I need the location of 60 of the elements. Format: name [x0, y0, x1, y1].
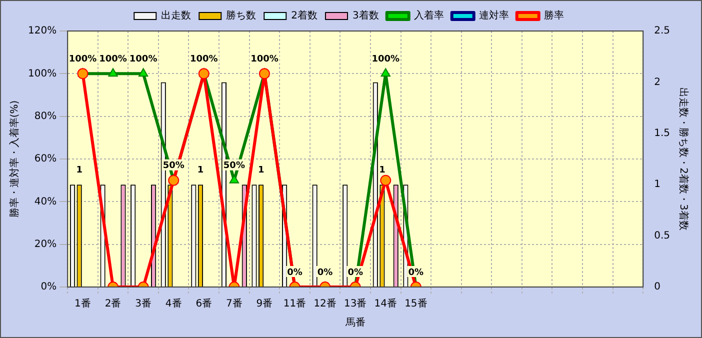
- x-tick-label: 2番: [104, 298, 122, 310]
- point: [108, 68, 118, 77]
- y2-tick-label: 2.5: [654, 26, 670, 37]
- data-label: 0%: [287, 268, 302, 278]
- data-label: 100%: [250, 54, 278, 65]
- x-tick-label: 3番: [135, 298, 152, 310]
- point: [168, 174, 180, 186]
- y2-tick-label: 0: [654, 282, 660, 293]
- legend-label: 入着率: [414, 10, 444, 22]
- data-label: 100%: [129, 54, 158, 65]
- data-label: 100%: [99, 54, 127, 65]
- legend-label: 連対率: [478, 10, 509, 22]
- x-tick-label: 14番: [374, 298, 397, 310]
- y2-axis-title: 出走数・勝ち数・2着数・3着数: [677, 88, 690, 230]
- y-axis-title: 勝率・連対率・入着率(%): [8, 100, 21, 218]
- legend-label: 2着数: [291, 10, 318, 22]
- x-tick-label: 15番: [404, 298, 428, 310]
- point: [258, 68, 270, 80]
- data-label: 0%: [408, 268, 424, 278]
- x-tick-label: 6番: [196, 298, 212, 310]
- data-label: 0%: [317, 268, 333, 278]
- y-tick-label: 0%: [40, 282, 57, 293]
- legend-label: 3着数: [352, 10, 379, 22]
- data-label: 1: [258, 165, 264, 176]
- x-tick-label: 4番: [165, 298, 182, 310]
- legend-label: 勝率: [544, 10, 564, 22]
- y-tick-label: 100%: [28, 68, 57, 80]
- point: [229, 174, 240, 184]
- y-tick-label: 120%: [28, 26, 57, 37]
- data-label: 0%: [348, 268, 363, 278]
- data-label: 100%: [190, 54, 218, 65]
- data-label: 100%: [372, 54, 400, 65]
- legend-label: 出走数: [161, 10, 192, 22]
- point: [380, 68, 390, 77]
- y-tick-label: 80%: [34, 110, 57, 122]
- y-tick-label: 60%: [34, 154, 57, 165]
- point: [77, 68, 88, 80]
- x-tick-label: 9番: [256, 298, 273, 310]
- data-label: 1: [76, 165, 82, 176]
- data-label: 50%: [162, 161, 184, 172]
- y-tick-label: 20%: [34, 238, 57, 250]
- data-label: 1: [379, 165, 386, 176]
- legend-label: 勝ち数: [226, 10, 256, 22]
- x-tick-label: 12番: [314, 298, 336, 310]
- data-label: 1: [197, 165, 204, 176]
- x-tick-label: 11番: [283, 298, 306, 310]
- point: [380, 174, 392, 186]
- y-tick-label: 40%: [34, 196, 57, 208]
- x-axis-title: 馬番: [344, 316, 366, 329]
- x-tick-label: 13番: [344, 298, 367, 310]
- y2-tick-label: 0.5: [654, 230, 670, 242]
- x-tick-label: 1番: [74, 298, 91, 310]
- x-tick-label: 7番: [226, 298, 242, 310]
- point: [198, 68, 210, 80]
- y2-tick-label: 2: [654, 76, 660, 88]
- data-label: 50%: [223, 161, 245, 172]
- y2-tick-label: 1.5: [654, 128, 670, 139]
- data-label: 100%: [68, 54, 97, 65]
- point: [138, 68, 148, 77]
- y2-tick-label: 1: [654, 179, 660, 190]
